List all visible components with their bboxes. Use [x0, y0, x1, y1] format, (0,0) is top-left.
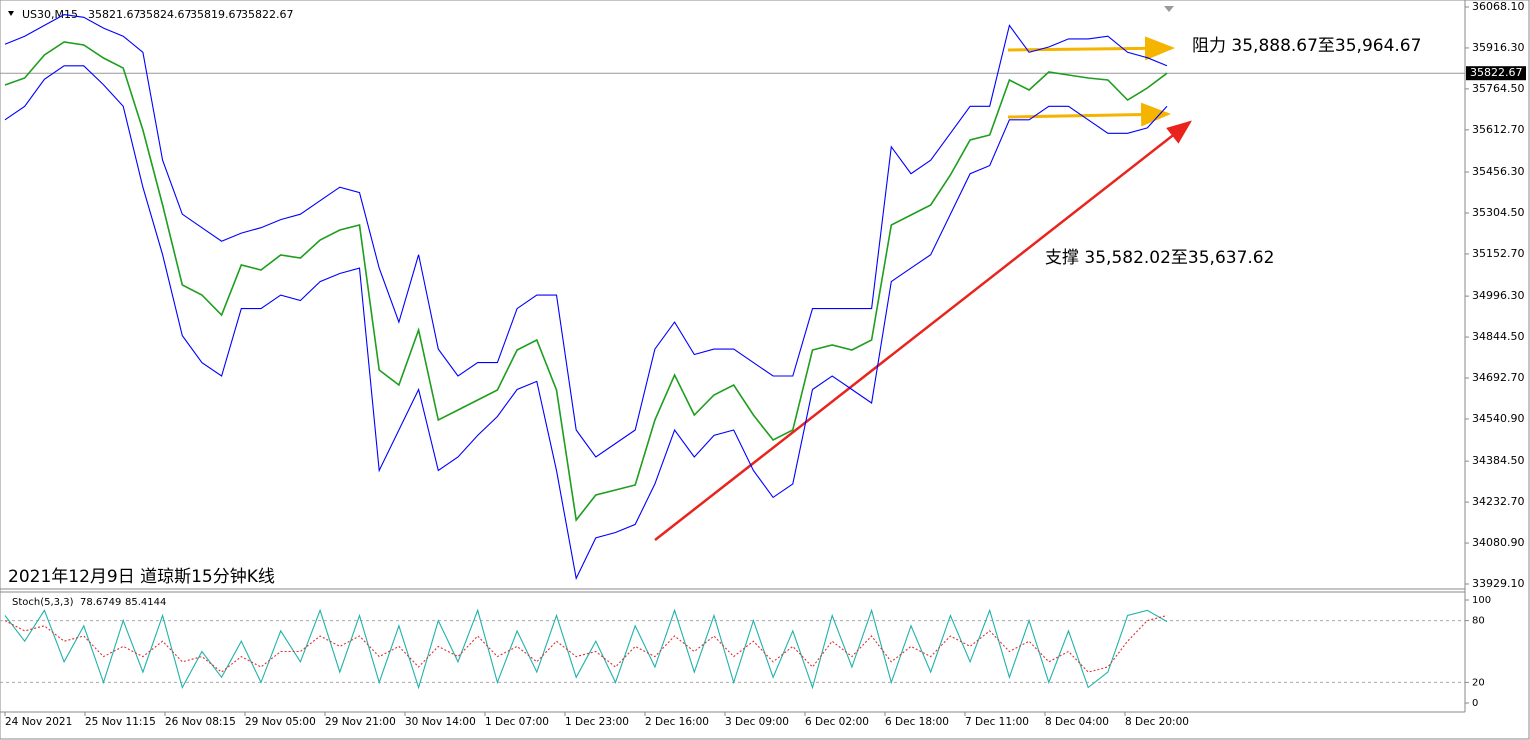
y-tick-label: 34384.50: [1472, 454, 1525, 467]
series-line: [4, 608, 1168, 690]
y-tick-label: 80: [1472, 616, 1485, 627]
last-price-box: [1466, 66, 1526, 81]
ohlc-value: 35824.67: [139, 8, 192, 21]
x-tick-label: 29 Nov 21:00: [325, 716, 396, 728]
series-line: [4, 41, 1168, 522]
y-tick-label: 34844.50: [1472, 330, 1525, 343]
support-note: 支撑 35,582.02至35,637.62: [1045, 248, 1274, 268]
x-tick-label: 1 Dec 07:00: [485, 716, 549, 728]
y-tick-label: 35304.50: [1472, 206, 1525, 219]
x-tick-label: 6 Dec 02:00: [805, 716, 869, 728]
y-tick-label: 34692.70: [1472, 371, 1525, 384]
last-price-label: 35822.67: [1470, 66, 1523, 79]
y-tick-label: 36068.10: [1472, 0, 1525, 13]
series-line: [4, 65, 1168, 581]
y-tick-label: 35916.30: [1472, 41, 1525, 54]
chart-caption: 2021年12月9日 道琼斯15分钟K线: [8, 567, 275, 587]
shift-marker: [1164, 6, 1174, 12]
resistance-note: 阻力 35,888.67至35,964.67: [1192, 36, 1421, 56]
x-tick-label: 2 Dec 16:00: [645, 716, 709, 728]
y-tick-label: 35612.70: [1472, 123, 1525, 136]
y-tick-label: 35152.70: [1472, 247, 1525, 260]
x-tick-label: 7 Dec 11:00: [965, 716, 1029, 728]
x-tick-label: 8 Dec 20:00: [1125, 716, 1189, 728]
y-tick-label: 35456.30: [1472, 165, 1525, 178]
y-tick-label: 35764.50: [1472, 82, 1525, 95]
x-tick-label: 24 Nov 2021: [5, 716, 72, 728]
ohlc-value: 35819.67: [190, 8, 243, 21]
x-tick-label: 6 Dec 18:00: [885, 716, 949, 728]
symbol: US30,M15: [22, 8, 78, 21]
y-tick-label: 34996.30: [1472, 289, 1525, 302]
ohlc-value: 35822.67: [241, 8, 294, 21]
x-tick-label: 30 Nov 14:00: [405, 716, 476, 728]
resistance-arrow: [1007, 36, 1175, 61]
y-tick-label: 20: [1472, 677, 1485, 688]
x-tick-label: 26 Nov 08:15: [165, 716, 236, 728]
y-tick-label: 34232.70: [1472, 495, 1525, 508]
x-tick-label: 8 Dec 04:00: [1045, 716, 1109, 728]
y-tick-label: 33929.10: [1472, 577, 1525, 590]
menu-triangle: [8, 11, 14, 16]
y-tick-label: 100: [1472, 595, 1491, 606]
y-tick-label: 0: [1472, 698, 1478, 709]
stoch-title: Stoch(5,3,3): [12, 597, 74, 608]
trend-arrow: [654, 120, 1192, 541]
series-line: [4, 14, 1168, 458]
y-tick-label: 34540.90: [1472, 412, 1525, 425]
stoch-value: 78.6749: [80, 597, 121, 608]
x-tick-label: 1 Dec 23:00: [565, 716, 629, 728]
y-tick-label: 34080.90: [1472, 536, 1525, 549]
ohlc-value: 35821.67: [88, 8, 141, 21]
stoch-value: 85.4144: [125, 597, 166, 608]
x-tick-label: 3 Dec 09:00: [725, 716, 789, 728]
x-tick-label: 25 Nov 11:15: [85, 716, 156, 728]
x-tick-label: 29 Nov 05:00: [245, 716, 316, 728]
